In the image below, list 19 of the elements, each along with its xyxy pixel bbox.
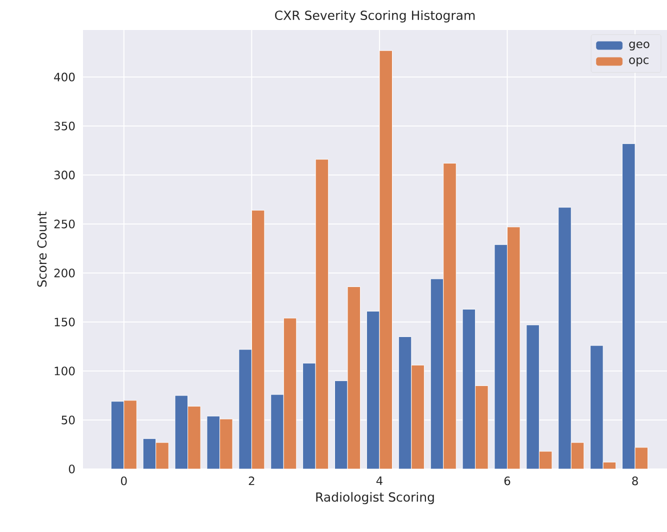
x-tick-label: 2 xyxy=(248,476,254,486)
y-axis-title: Score Count xyxy=(37,212,47,287)
y-tick-label: 150 xyxy=(54,318,75,326)
y-tick-label: 300 xyxy=(54,170,75,180)
y-tick-label: 400 xyxy=(54,72,75,82)
chart-title: CXR Severity Scoring Histogram xyxy=(275,10,475,22)
y-tick-label: 200 xyxy=(54,268,75,278)
legend-label: opc xyxy=(629,58,649,66)
x-axis-title: Radiologist Scoring xyxy=(316,492,434,504)
x-tick-label: 4 xyxy=(376,476,382,485)
x-tick-label: 8 xyxy=(632,476,638,486)
y-tick-label: 250 xyxy=(54,220,75,228)
x-tick-label: 6 xyxy=(504,476,510,486)
y-tick-label: 350 xyxy=(54,122,75,130)
y-tick-label: 100 xyxy=(54,366,75,376)
legend-label: geo xyxy=(629,42,650,50)
y-tick-label: 0 xyxy=(68,464,75,474)
y-tick-label: 50 xyxy=(62,416,75,424)
x-tick-label: 0 xyxy=(120,476,127,486)
